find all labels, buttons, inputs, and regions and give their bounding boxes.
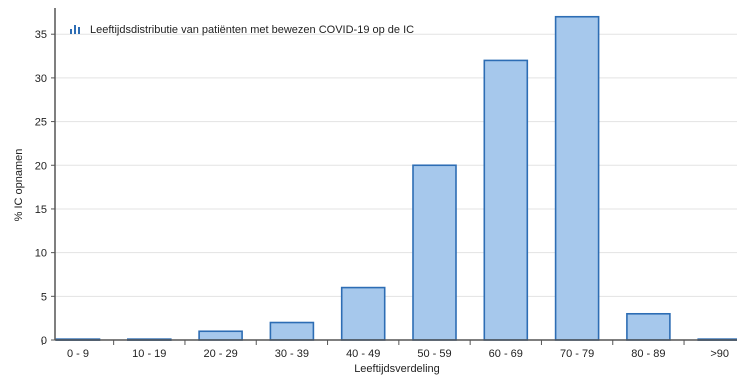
grid-lines <box>55 34 737 296</box>
legend-label: Leeftijdsdistributie van patiënten met b… <box>90 24 414 36</box>
bars <box>57 17 737 340</box>
axes <box>55 8 737 340</box>
y-tick-label: 5 <box>41 291 47 303</box>
y-tick-label: 35 <box>35 29 47 41</box>
y-tick-label: 25 <box>35 117 47 129</box>
x-tick-label: 50 - 59 <box>417 348 451 360</box>
y-tick-label: 20 <box>35 160 47 172</box>
bar[interactable] <box>627 314 670 340</box>
bar-chart-icon <box>70 25 80 34</box>
y-tick-label: 10 <box>35 248 47 260</box>
bar[interactable] <box>556 17 599 340</box>
x-tick-label: 40 - 49 <box>346 348 380 360</box>
x-tick-label: 20 - 29 <box>203 348 237 360</box>
bar[interactable] <box>342 288 385 340</box>
x-tick-label: 0 - 9 <box>67 348 89 360</box>
x-tick-label: >90 <box>710 348 729 360</box>
x-axis-label: Leeftijdsverdeling <box>354 363 440 375</box>
x-tick-label: 80 - 89 <box>631 348 665 360</box>
x-tick-labels: 0 - 9 10 - 19 20 - 29 30 - 39 40 - 49 50 - 59… <box>42 340 729 360</box>
bar[interactable] <box>270 323 313 340</box>
y-tick-labels: 0 5 10 15 20 25 30 35 <box>35 29 55 347</box>
x-tick-label: 70 - 79 <box>560 348 594 360</box>
y-tick-label: 30 <box>35 73 47 85</box>
y-tick-label: 0 <box>41 335 47 347</box>
x-tick-label: 10 - 19 <box>132 348 166 360</box>
bar[interactable] <box>199 331 242 340</box>
bar[interactable] <box>413 165 456 340</box>
y-tick-label: 15 <box>35 204 47 216</box>
x-tick-label: 30 - 39 <box>275 348 309 360</box>
legend[interactable]: Leeftijdsdistributie van patiënten met b… <box>70 24 414 36</box>
x-tick-label: 60 - 69 <box>489 348 523 360</box>
bar[interactable] <box>484 60 527 340</box>
y-axis-label: % IC opnamen <box>13 149 25 222</box>
